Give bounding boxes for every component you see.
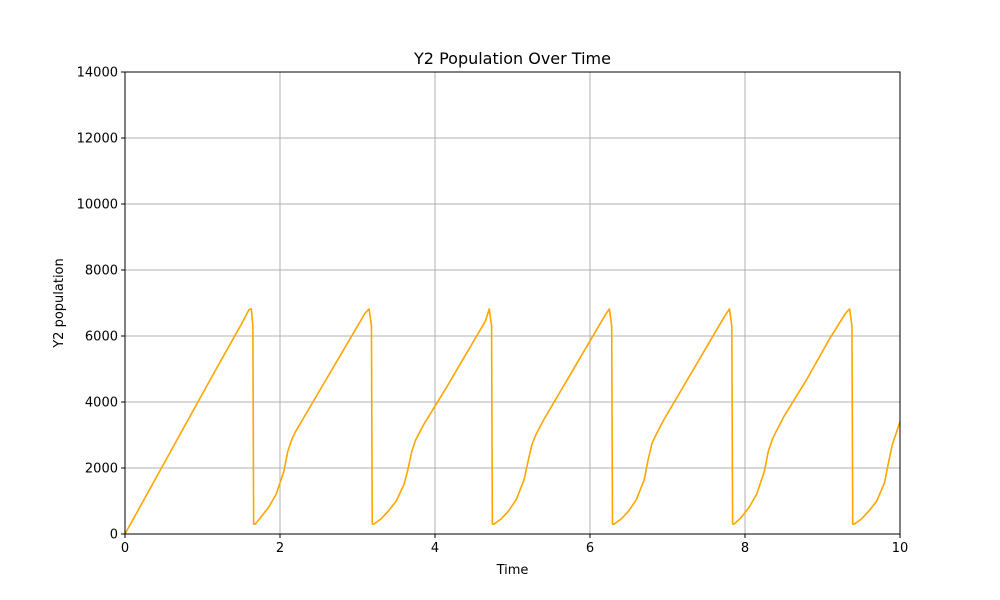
ticks: 0 2 4 6 8 10 0 2000 4000 6000 8000 10000 12000 14000: [77, 66, 909, 557]
x-tick-label: 8: [741, 541, 749, 556]
x-tick-label: 0: [121, 541, 129, 556]
chart-title: Y2 Population Over Time: [413, 49, 611, 68]
x-tick-label: 6: [586, 541, 594, 556]
y-tick-label: 2000: [85, 462, 118, 477]
plot-frame: [124, 71, 901, 535]
y-tick-label: 12000: [77, 132, 118, 147]
y-tick-label: 10000: [77, 198, 118, 213]
y-axis-label: Y2 population: [52, 258, 67, 349]
y-tick-label: 14000: [77, 66, 118, 81]
y-tick-label: 8000: [85, 264, 118, 279]
series-layer: [124, 308, 901, 535]
x-tick-label: 4: [431, 541, 439, 556]
series-line-0: [124, 308, 901, 535]
y-tick-label: 4000: [85, 396, 118, 411]
y-tick-label: 6000: [85, 330, 118, 345]
x-tick-label: 2: [276, 541, 284, 556]
x-tick-label: 10: [892, 541, 909, 556]
y-tick-label: 0: [110, 528, 118, 543]
x-axis-label: Time: [496, 563, 529, 578]
